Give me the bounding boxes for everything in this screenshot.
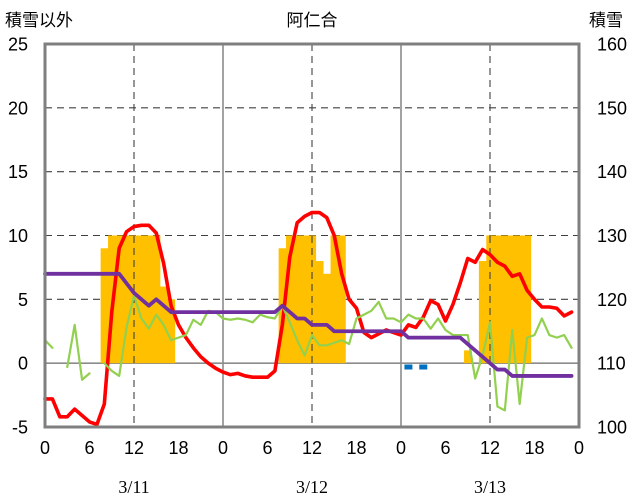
left-axis-tick-label: 25 — [8, 35, 28, 55]
purple-line — [43, 271, 574, 378]
x-axis-tick-labels: 0 6 12 18 0 6 12 18 0 6 12 18 0 — [40, 438, 584, 458]
x-axis-tick-label: 6 — [262, 438, 272, 458]
orange-bar — [464, 350, 472, 364]
left-axis-tick-labels: 25 20 15 10 5 0 -5 — [8, 35, 28, 438]
left-axis-tick-label: -5 — [12, 418, 28, 438]
x-axis-tick-label: 12 — [480, 438, 500, 458]
date-label: 3/12 — [296, 477, 328, 497]
chart-title: 阿仁合 — [287, 11, 338, 31]
orange-bar — [493, 235, 502, 364]
left-axis-tick-label: 0 — [18, 354, 28, 374]
orange-bar — [315, 261, 324, 364]
orange-bar — [300, 235, 309, 364]
right-axis-tick-label: 120 — [597, 290, 627, 310]
x-axis-tick-label: 18 — [346, 438, 366, 458]
date-label: 3/11 — [118, 477, 149, 497]
orange-bar — [515, 235, 524, 364]
x-axis-tick-label: 0 — [396, 438, 406, 458]
plot-area-border — [43, 42, 581, 429]
right-axis-tick-label: 130 — [597, 226, 627, 246]
orange-bar — [337, 235, 346, 364]
blue-marker — [419, 364, 428, 370]
orange-bar — [167, 299, 176, 364]
x-axis-tick-label: 6 — [84, 438, 94, 458]
x-axis-tick-label: 12 — [302, 438, 322, 458]
x-axis-tick-label: 0 — [574, 438, 584, 458]
orange-bar — [286, 235, 294, 364]
red-line — [43, 210, 574, 427]
left-axis-title: 積雪以外 — [5, 11, 73, 31]
orange-bar — [508, 235, 517, 364]
right-axis-tick-label: 100 — [597, 418, 627, 438]
right-axis-tick-label: 160 — [597, 35, 627, 55]
x-axis-tick-label: 18 — [168, 438, 188, 458]
right-axis-tick-labels: 160 150 140 130 120 110 100 — [597, 35, 627, 438]
date-label: 3/13 — [474, 477, 506, 497]
left-axis-tick-label: 5 — [18, 290, 28, 310]
orange-bar — [501, 235, 509, 364]
orange-bar — [330, 235, 339, 364]
x-axis-tick-label: 18 — [524, 438, 544, 458]
x-axis-tick-label: 0 — [40, 438, 50, 458]
orange-bar — [478, 261, 487, 364]
blue-marker — [404, 364, 413, 370]
right-axis-tick-label: 150 — [597, 98, 627, 118]
date-labels: 3/11 3/12 3/13 — [118, 477, 506, 497]
orange-bar — [145, 235, 153, 364]
orange-bar — [523, 235, 532, 364]
left-axis-tick-label: 20 — [8, 98, 28, 118]
right-axis-tick-label: 140 — [597, 162, 627, 182]
orange-bar — [122, 235, 131, 364]
vertical-gridlines — [133, 44, 491, 427]
orange-bar — [293, 235, 302, 364]
right-axis-title: 積雪 — [589, 11, 623, 31]
orange-bar — [115, 235, 124, 364]
left-axis-tick-label: 10 — [8, 226, 28, 246]
right-axis-tick-label: 110 — [597, 354, 626, 374]
x-axis-tick-label: 0 — [218, 438, 228, 458]
orange-bar — [323, 273, 331, 364]
left-axis-tick-label: 15 — [8, 162, 28, 182]
orange-bar — [100, 248, 109, 364]
x-axis-tick-label: 6 — [440, 438, 450, 458]
x-axis-tick-label: 12 — [124, 438, 144, 458]
